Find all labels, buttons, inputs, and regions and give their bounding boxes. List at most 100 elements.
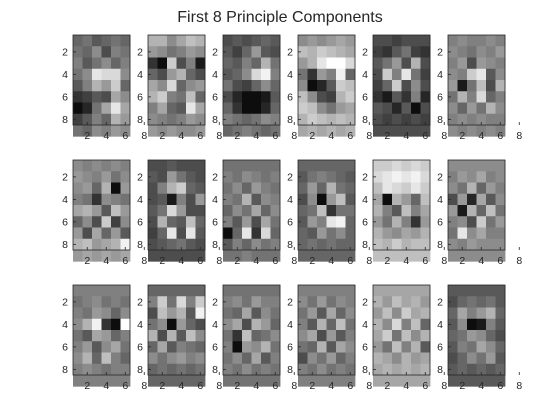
heatmap-cell — [186, 113, 196, 126]
axes-box — [447, 34, 506, 126]
heatmap-cell — [392, 182, 402, 195]
heatmap-cell — [476, 68, 487, 81]
heatmap-cell — [111, 296, 121, 308]
heatmap-cell — [195, 125, 206, 137]
heatmap-cell — [82, 375, 93, 387]
heatmap-cell — [157, 285, 168, 297]
heatmap-cell — [73, 193, 83, 206]
heatmap-cell — [392, 68, 402, 81]
heatmap-cell — [486, 307, 496, 320]
heatmap-cell — [232, 91, 243, 103]
heatmap-cell — [148, 68, 158, 81]
heatmap-cell — [345, 307, 356, 320]
heatmap-cell — [120, 80, 131, 92]
heatmap-cell — [317, 46, 327, 58]
heatmap-cell — [167, 296, 177, 308]
heatmap-cell — [307, 250, 318, 262]
heatmap-cell — [486, 285, 496, 297]
heatmap-cell — [457, 296, 468, 308]
heatmap-cell — [401, 238, 412, 251]
heatmap-cell — [373, 80, 383, 92]
x-tick-label: 2 — [84, 255, 90, 267]
heatmap-cell — [167, 330, 177, 342]
heatmap-cell — [101, 352, 112, 365]
heatmap-cell — [448, 296, 458, 308]
x-tick-label: 2 — [159, 255, 165, 267]
x-tick-label: 8 — [516, 130, 522, 142]
heatmap-cell — [401, 57, 412, 70]
heatmap-cell — [336, 363, 346, 376]
y-tick-label: 2 — [212, 46, 218, 58]
heatmap-cell — [307, 330, 318, 342]
heatmap-cell — [448, 375, 458, 387]
heatmap-cell — [111, 238, 121, 251]
heatmap-cell — [317, 171, 327, 183]
heatmap-cell — [232, 250, 243, 262]
heatmap-cell — [186, 330, 196, 342]
y-tick-label: 2 — [362, 296, 368, 308]
heatmap-cell — [326, 125, 337, 137]
heatmap-cell — [336, 330, 346, 342]
heatmap-cell — [73, 113, 83, 126]
heatmap-cell — [448, 238, 458, 251]
heatmap-cell — [326, 296, 337, 308]
heatmap-cell — [261, 35, 271, 47]
heatmap-cell — [457, 160, 468, 172]
heatmap-cell — [317, 182, 327, 195]
heatmap-cell — [157, 238, 168, 251]
heatmap-cell — [457, 227, 468, 240]
heatmap-cell — [157, 125, 168, 137]
heatmap-cell — [232, 193, 243, 206]
heatmap-cell — [176, 91, 187, 103]
heatmap-cell — [495, 46, 506, 58]
heatmap-cell — [157, 318, 168, 331]
heatmap-cell — [392, 125, 402, 137]
heatmap-cell — [232, 375, 243, 387]
heatmap-cell — [345, 216, 356, 228]
heatmap-cell — [120, 341, 131, 353]
heatmap-cell — [476, 363, 487, 376]
heatmap-cell — [195, 227, 206, 240]
heatmap-cell — [148, 352, 158, 365]
heatmap-cell — [111, 182, 121, 195]
heatmap-cell — [120, 57, 131, 70]
heatmap-cell — [92, 375, 102, 387]
heatmap-cell — [392, 216, 402, 228]
y-tick-label: 8 — [212, 239, 218, 251]
heatmap-cell — [111, 46, 121, 58]
heatmap-cell — [176, 57, 187, 70]
heatmap-cell — [486, 68, 496, 81]
x-tick-label: 8 — [366, 380, 372, 392]
heatmap-cell — [317, 363, 327, 376]
heatmap-cell — [157, 330, 168, 342]
heatmap-cell — [101, 125, 112, 137]
heatmap-cell — [120, 113, 131, 126]
heatmap-cell — [420, 68, 431, 81]
heatmap-cell — [392, 375, 402, 387]
heatmap-cell — [167, 193, 177, 206]
heatmap-cell — [345, 296, 356, 308]
heatmap-cell — [186, 216, 196, 228]
heatmap-cell — [186, 102, 196, 115]
heatmap-cell — [401, 352, 412, 365]
y-tick-label: 2 — [437, 46, 443, 58]
heatmap-cell — [326, 285, 337, 297]
heatmap-cell — [120, 91, 131, 103]
heatmap-cell — [411, 125, 421, 137]
heatmap-cell — [92, 330, 102, 342]
heatmap-cell — [186, 296, 196, 308]
heatmap-cell — [73, 375, 83, 387]
heatmap-cell — [167, 125, 177, 137]
heatmap-cell — [486, 160, 496, 172]
heatmap-cell — [317, 125, 327, 137]
heatmap-cell — [92, 80, 102, 92]
heatmap-cell — [476, 296, 487, 308]
y-tick-label: 8 — [137, 239, 143, 251]
y-tick-label: 8 — [137, 364, 143, 376]
heatmap-cell — [148, 307, 158, 320]
heatmap-cell — [186, 238, 196, 251]
heatmap-cell — [73, 341, 83, 353]
